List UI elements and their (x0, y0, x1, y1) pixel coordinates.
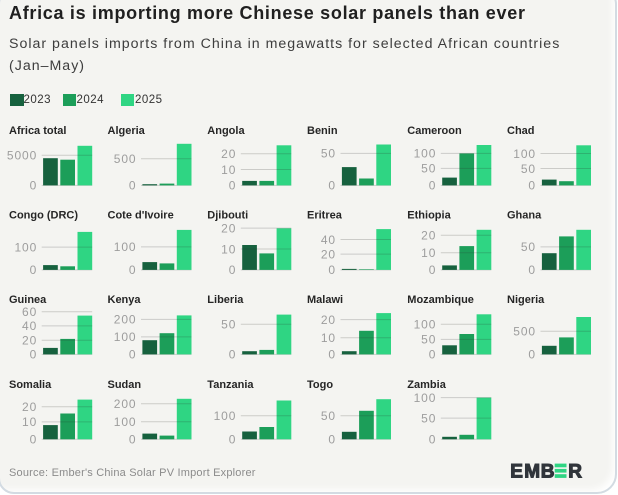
svg-text:100: 100 (214, 409, 237, 423)
svg-text:20: 20 (221, 221, 236, 235)
svg-text:40: 40 (321, 233, 336, 247)
svg-text:Congo (DRC): Congo (DRC) (9, 210, 78, 222)
svg-text:200: 200 (114, 397, 137, 411)
svg-text:Chad: Chad (507, 125, 535, 137)
svg-text:50: 50 (521, 162, 536, 176)
svg-text:0: 0 (328, 179, 336, 193)
svg-text:0: 0 (229, 263, 237, 277)
svg-text:0: 0 (429, 348, 437, 362)
svg-text:Cote d'Ivoire: Cote d'Ivoire (108, 210, 174, 222)
svg-text:R: R (568, 461, 582, 482)
svg-text:Mozambique: Mozambique (407, 294, 474, 306)
svg-text:50: 50 (421, 333, 436, 347)
svg-text:0: 0 (528, 263, 536, 277)
svg-text:Somalia: Somalia (9, 379, 52, 391)
svg-text:B: B (541, 461, 555, 482)
svg-text:0: 0 (30, 433, 38, 447)
svg-text:100: 100 (414, 147, 437, 161)
svg-text:20: 20 (221, 147, 236, 161)
svg-text:50: 50 (421, 162, 436, 176)
svg-text:50: 50 (221, 318, 236, 332)
svg-text:Eritrea: Eritrea (307, 210, 343, 222)
svg-text:Africa total: Africa total (9, 125, 66, 137)
svg-text:E: E (510, 461, 523, 482)
svg-text:100: 100 (513, 147, 536, 161)
svg-text:0: 0 (129, 433, 137, 447)
svg-text:Cameroon: Cameroon (407, 125, 462, 137)
svg-text:Nigeria: Nigeria (507, 294, 545, 306)
svg-text:100: 100 (114, 240, 137, 254)
svg-text:Kenya: Kenya (108, 294, 142, 306)
svg-text:10: 10 (22, 415, 37, 429)
svg-text:100: 100 (414, 318, 437, 332)
svg-text:Benin: Benin (307, 125, 338, 137)
svg-text:M: M (524, 461, 540, 482)
svg-text:0: 0 (129, 348, 137, 362)
svg-text:Togo: Togo (307, 379, 333, 391)
svg-text:50: 50 (521, 240, 536, 254)
svg-text:Guinea: Guinea (9, 294, 47, 306)
svg-text:20: 20 (321, 247, 336, 261)
svg-text:0: 0 (429, 263, 437, 277)
svg-text:0: 0 (429, 433, 437, 447)
svg-text:10: 10 (221, 163, 236, 177)
svg-text:Djibouti: Djibouti (207, 210, 248, 222)
svg-text:100: 100 (114, 330, 137, 344)
svg-text:Zambia: Zambia (407, 379, 446, 391)
svg-text:100: 100 (14, 240, 37, 254)
svg-text:50: 50 (321, 409, 336, 423)
svg-text:100: 100 (114, 415, 137, 429)
svg-text:Angola: Angola (207, 125, 245, 137)
svg-text:Liberia: Liberia (207, 294, 244, 306)
svg-text:0: 0 (328, 433, 336, 447)
svg-text:Ghana: Ghana (507, 210, 542, 222)
svg-text:Sudan: Sudan (108, 379, 142, 391)
svg-text:0: 0 (229, 179, 237, 193)
svg-text:0: 0 (328, 348, 336, 362)
svg-text:0: 0 (229, 348, 237, 362)
svg-text:60: 60 (22, 305, 37, 319)
svg-text:10: 10 (221, 242, 236, 256)
svg-text:0: 0 (528, 179, 536, 193)
svg-text:Algeria: Algeria (108, 125, 146, 137)
svg-text:0: 0 (429, 179, 437, 193)
svg-text:5000: 5000 (7, 149, 37, 163)
svg-text:500: 500 (114, 152, 137, 166)
svg-text:Tanzania: Tanzania (207, 379, 254, 391)
svg-text:0: 0 (129, 263, 137, 277)
svg-text:200: 200 (114, 313, 137, 327)
svg-text:500: 500 (513, 325, 536, 339)
svg-text:0: 0 (528, 348, 536, 362)
svg-text:100: 100 (414, 391, 437, 405)
svg-text:20: 20 (421, 229, 436, 243)
svg-text:0: 0 (229, 433, 237, 447)
svg-text:50: 50 (321, 147, 336, 161)
svg-text:50: 50 (421, 411, 436, 425)
svg-text:40: 40 (22, 319, 37, 333)
svg-text:20: 20 (22, 334, 37, 348)
svg-text:0: 0 (30, 179, 38, 193)
svg-text:10: 10 (321, 331, 336, 345)
svg-text:20: 20 (321, 313, 336, 327)
svg-text:0: 0 (30, 348, 38, 362)
svg-text:20: 20 (22, 400, 37, 414)
svg-text:10: 10 (421, 246, 436, 260)
svg-text:Malawi: Malawi (307, 294, 343, 306)
svg-text:0: 0 (328, 263, 336, 277)
svg-text:0: 0 (129, 179, 137, 193)
svg-text:0: 0 (30, 263, 38, 277)
svg-text:Ethiopia: Ethiopia (407, 210, 451, 222)
